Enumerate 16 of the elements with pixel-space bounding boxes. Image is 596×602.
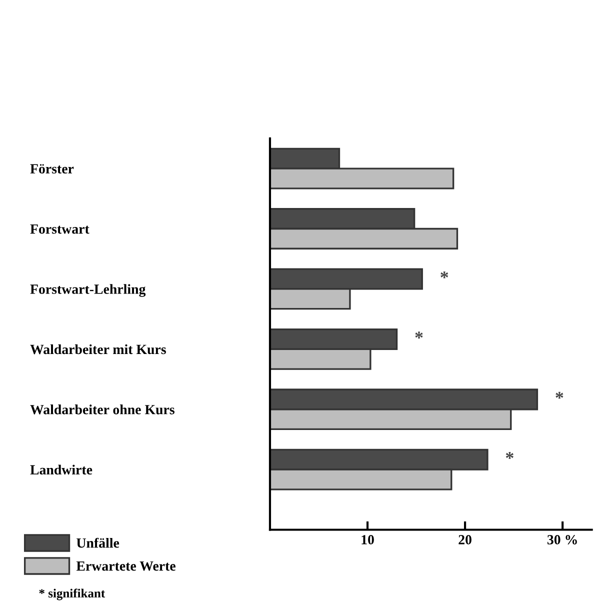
y-tick-label: Waldarbeiter ohne Kurs	[30, 404, 174, 414]
annotation: *	[556, 392, 564, 399]
annotation: *	[506, 452, 514, 459]
y-tick-label: Forstwart-Lehrling	[30, 284, 146, 297]
y-tick-label: Landwirte	[30, 464, 92, 475]
x-tick-label: 10	[362, 535, 374, 544]
legend-label: Erwartete Werte	[76, 561, 176, 571]
y-tick-label: Forstwart	[30, 224, 90, 234]
annotation: *	[440, 271, 448, 278]
text: * signifikant	[39, 588, 106, 600]
legend-label: Unfälle	[76, 538, 120, 548]
x-tick-label: 20	[458, 535, 472, 544]
annotation: *	[415, 332, 423, 338]
x-tick-label: 30 %	[547, 535, 577, 544]
y-tick-label: Waldarbeiter mit Kurs	[30, 344, 166, 354]
y-tick-label: Förster	[30, 164, 74, 174]
